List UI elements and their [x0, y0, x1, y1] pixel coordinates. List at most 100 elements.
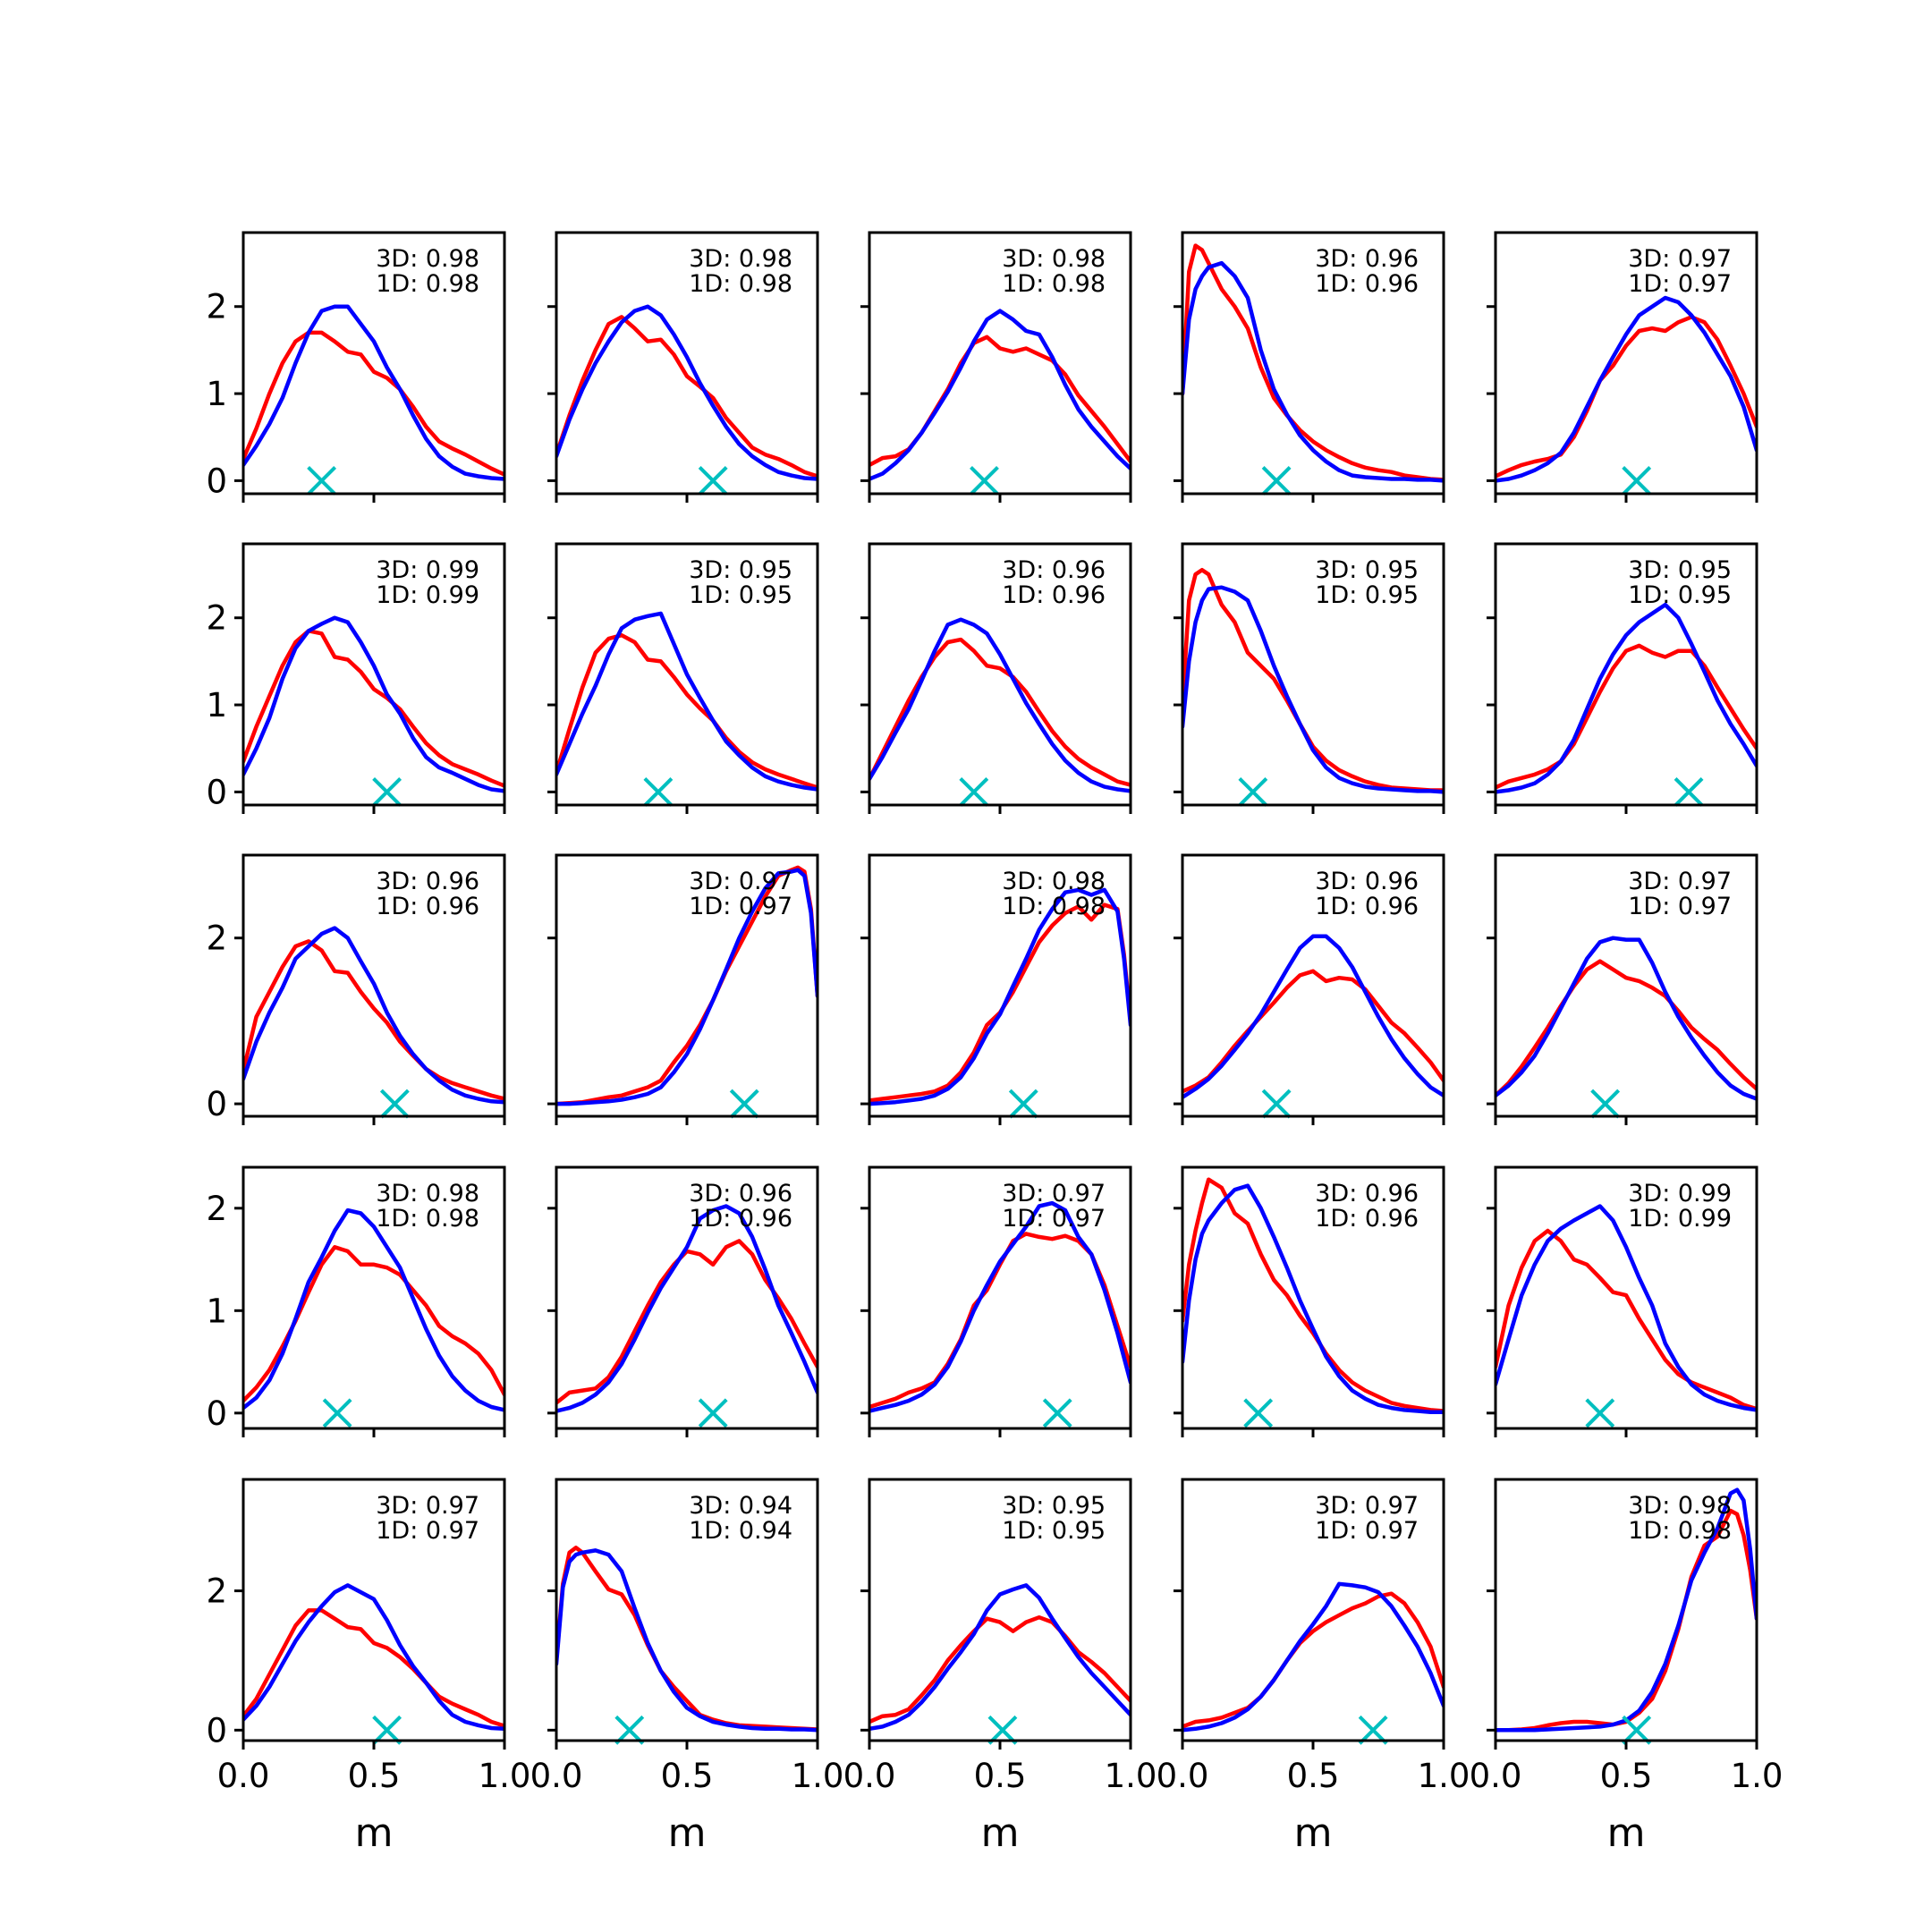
score-annotation: 1D: 0.97 [1315, 1517, 1419, 1545]
x-tick-label: 0.5 [1600, 1757, 1653, 1795]
x-marker-stroke-b [1590, 1089, 1621, 1119]
y-tick-label: 2 [206, 599, 227, 638]
y-tick-label: 2 [206, 288, 227, 326]
series-group [1496, 936, 1757, 1101]
score-annotation: 3D: 0.95 [1628, 556, 1732, 584]
x-tick-label: 1.0 [792, 1757, 844, 1795]
x-marker-stroke-b [1261, 465, 1292, 496]
y-tick-label: 2 [206, 919, 227, 958]
series-group [243, 304, 504, 481]
y-tick-label: 1 [206, 1292, 227, 1330]
score-annotation: 3D: 0.96 [1002, 556, 1106, 584]
x-marker-stroke-b [1622, 1715, 1652, 1745]
blue-series-line [1496, 936, 1757, 1101]
score-annotation: 1D: 0.96 [376, 893, 479, 920]
x-tick-label: 0.5 [348, 1757, 401, 1795]
x-marker-stroke-b [379, 1089, 410, 1119]
red-series-line [1496, 643, 1757, 790]
score-annotation: 3D: 0.94 [689, 1492, 792, 1520]
score-annotation: 1D: 0.99 [376, 581, 479, 609]
score-annotation: 3D: 0.96 [376, 868, 479, 895]
score-annotation: 1D: 0.95 [1628, 581, 1732, 609]
x-marker-stroke-b [1358, 1715, 1388, 1745]
red-series-line [1182, 243, 1444, 482]
series-group [1496, 1487, 1757, 1733]
red-series-line [1496, 315, 1757, 479]
series-group [556, 611, 818, 792]
x-tick-label: 0.5 [1287, 1757, 1340, 1795]
blue-series-line [556, 1548, 818, 1733]
x-marker [1008, 1089, 1038, 1119]
x-marker [1674, 776, 1704, 807]
series-group [243, 1208, 504, 1412]
x-marker [1585, 1398, 1615, 1428]
blue-series-line [556, 868, 818, 1106]
score-annotation: 1D: 0.95 [689, 581, 792, 609]
x-tick-label: 1.0 [1418, 1757, 1470, 1795]
x-marker [970, 465, 999, 496]
red-series-line [1182, 1177, 1444, 1413]
score-annotation: 1D: 0.98 [689, 270, 792, 298]
score-annotation: 3D: 0.99 [376, 556, 479, 584]
x-marker-stroke-b [1622, 465, 1652, 496]
x-marker-stroke-b [1585, 1398, 1615, 1428]
score-annotation: 1D: 0.96 [1315, 270, 1419, 298]
x-marker-stroke-b [614, 1715, 645, 1745]
blue-series-line [243, 304, 504, 481]
x-marker [698, 1398, 728, 1428]
x-marker [729, 1089, 759, 1119]
score-annotation: 3D: 0.96 [1315, 1180, 1419, 1208]
y-tick-label: 0 [206, 1711, 227, 1750]
score-annotation: 1D: 0.97 [689, 893, 792, 920]
score-annotation: 3D: 0.98 [689, 245, 792, 273]
blue-series-line [1496, 602, 1757, 794]
blue-series-line [243, 1208, 504, 1412]
score-annotation: 3D: 0.96 [1315, 245, 1419, 273]
score-annotation: 1D: 0.95 [1002, 1517, 1106, 1545]
x-axis-label: m [355, 1810, 394, 1856]
series-group [1496, 1204, 1757, 1412]
x-marker-stroke-b [322, 1398, 352, 1428]
x-marker [1622, 1715, 1652, 1745]
blue-series-line [869, 1200, 1131, 1413]
score-annotation: 3D: 0.97 [1002, 1180, 1106, 1208]
score-annotation: 1D: 0.96 [1002, 581, 1106, 609]
red-series-line [556, 315, 818, 479]
y-tick-label: 1 [206, 375, 227, 413]
x-marker-stroke-b [372, 1715, 402, 1745]
x-marker [1042, 1398, 1072, 1428]
x-marker [1238, 776, 1268, 807]
y-tick-label: 0 [206, 1085, 227, 1123]
score-annotation: 1D: 0.98 [1002, 893, 1106, 920]
score-annotation: 3D: 0.95 [1315, 556, 1419, 584]
blue-series-line [243, 615, 504, 793]
score-annotation: 3D: 0.96 [689, 1180, 792, 1208]
score-annotation: 1D: 0.99 [1628, 1205, 1732, 1233]
x-tick-label: 0.0 [1157, 1757, 1209, 1795]
series-group [869, 617, 1131, 793]
blue-series-line [1182, 934, 1444, 1099]
y-tick-label: 1 [206, 686, 227, 724]
x-marker [643, 776, 674, 807]
red-series-line [556, 632, 818, 790]
x-marker [372, 1715, 402, 1745]
x-marker [1261, 1089, 1292, 1119]
blue-series-line [243, 926, 504, 1105]
series-group [869, 887, 1131, 1106]
red-series-line [1182, 1591, 1444, 1729]
